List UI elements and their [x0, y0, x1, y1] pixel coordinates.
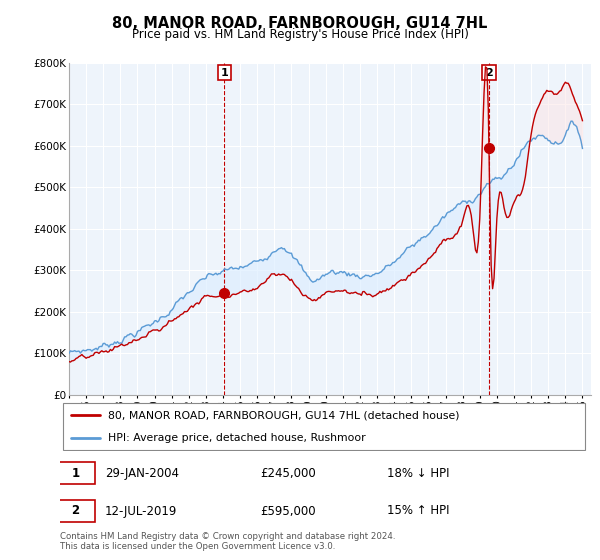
Text: 12-JUL-2019: 12-JUL-2019	[105, 505, 177, 517]
Text: HPI: Average price, detached house, Rushmoor: HPI: Average price, detached house, Rush…	[107, 433, 365, 444]
Text: 18% ↓ HPI: 18% ↓ HPI	[388, 466, 450, 480]
Text: 29-JAN-2004: 29-JAN-2004	[105, 466, 179, 480]
Text: 15% ↑ HPI: 15% ↑ HPI	[388, 505, 450, 517]
Text: 2: 2	[485, 68, 493, 78]
Text: Contains HM Land Registry data © Crown copyright and database right 2024.
This d: Contains HM Land Registry data © Crown c…	[60, 532, 395, 552]
FancyBboxPatch shape	[56, 500, 95, 522]
Text: 1: 1	[221, 68, 228, 78]
Text: 80, MANOR ROAD, FARNBOROUGH, GU14 7HL: 80, MANOR ROAD, FARNBOROUGH, GU14 7HL	[112, 16, 488, 31]
Text: £595,000: £595,000	[260, 505, 316, 517]
FancyBboxPatch shape	[62, 403, 586, 450]
Text: 2: 2	[71, 505, 80, 517]
Text: 1: 1	[71, 466, 80, 480]
Text: £245,000: £245,000	[260, 466, 316, 480]
FancyBboxPatch shape	[56, 462, 95, 484]
Text: Price paid vs. HM Land Registry's House Price Index (HPI): Price paid vs. HM Land Registry's House …	[131, 28, 469, 41]
Text: 80, MANOR ROAD, FARNBOROUGH, GU14 7HL (detached house): 80, MANOR ROAD, FARNBOROUGH, GU14 7HL (d…	[107, 410, 459, 421]
